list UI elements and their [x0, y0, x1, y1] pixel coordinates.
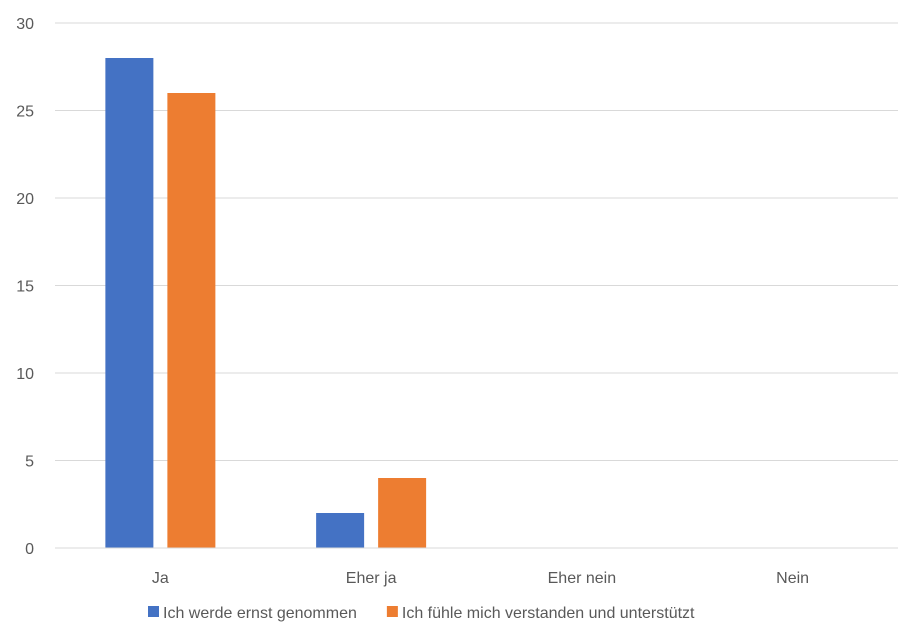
- y-tick-label: 0: [25, 541, 34, 558]
- y-tick-label: 20: [16, 191, 34, 208]
- bars: [105, 58, 427, 548]
- bar-series-1: [316, 513, 365, 548]
- y-tick-label: 15: [16, 279, 34, 296]
- legend-swatch: [148, 606, 159, 617]
- legend: Ich werde ernst genommen Ich fühle mich v…: [148, 605, 695, 622]
- y-tick-label: 10: [16, 366, 34, 383]
- x-tick-label: Eher nein: [548, 570, 617, 587]
- bar-series-2: [378, 478, 427, 548]
- y-axis-ticks: 0 5 10 15 20 25 30: [16, 16, 34, 558]
- legend-label: Ich fühle mich verstanden und unterstütz…: [402, 605, 695, 622]
- y-tick-label: 5: [25, 454, 34, 471]
- bar-series-2: [167, 93, 216, 548]
- y-tick-label: 25: [16, 104, 34, 121]
- legend-label: Ich werde ernst genommen: [163, 605, 357, 622]
- legend-swatch: [386, 606, 398, 617]
- y-tick-label: 30: [16, 16, 34, 33]
- bar-series-1: [105, 58, 154, 548]
- x-tick-label: Eher ja: [346, 570, 397, 587]
- x-tick-label: Ja: [152, 570, 169, 587]
- x-axis-ticks: Ja Eher ja Eher nein Nein: [152, 570, 809, 587]
- x-tick-label: Nein: [776, 570, 809, 587]
